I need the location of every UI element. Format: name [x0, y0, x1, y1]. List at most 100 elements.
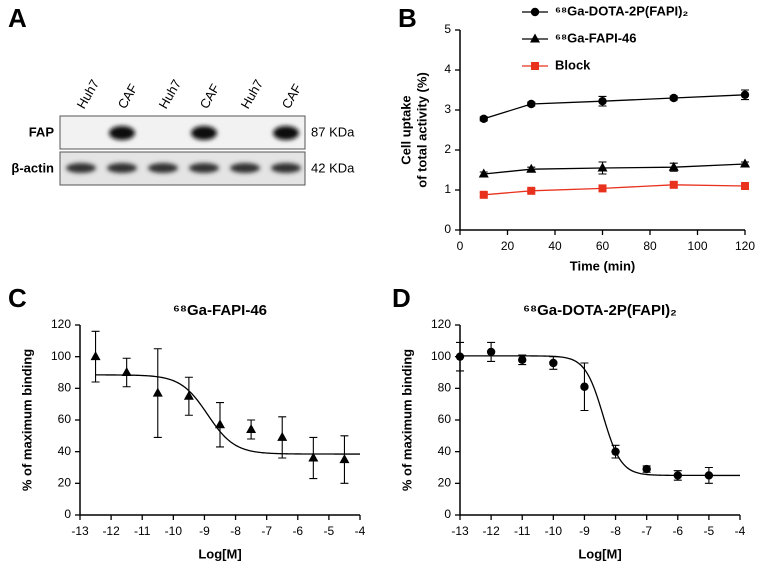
x-tick-label: 60: [596, 239, 610, 253]
y-tick-label: 120: [431, 317, 451, 331]
y-tick-label: 2: [444, 142, 451, 156]
marker: [668, 161, 679, 171]
band: [273, 126, 299, 140]
y-tick-label: 40: [438, 444, 452, 458]
marker: [479, 114, 488, 124]
marker: [277, 431, 288, 441]
band: [148, 163, 178, 173]
panel-label: D: [392, 283, 411, 313]
lane-label: CAF: [115, 81, 141, 111]
marker: [527, 99, 536, 109]
band: [66, 163, 96, 173]
y-axis-label: % of maximum binding: [399, 349, 414, 491]
marker: [455, 352, 465, 361]
y-tick-label: 120: [51, 317, 71, 331]
x-tick-label: -10: [545, 524, 563, 538]
marker: [486, 347, 496, 357]
marker: [740, 158, 750, 168]
x-tick-label: -11: [134, 524, 151, 538]
series-line: [483, 94, 746, 120]
marker: [152, 387, 163, 397]
marker: [580, 382, 589, 391]
y-tick-label: 4: [444, 62, 451, 76]
marker: [531, 62, 539, 70]
x-tick-label: -13: [71, 524, 89, 538]
legend-label: Block: [555, 57, 591, 72]
size-label: 42 KDa: [311, 160, 355, 175]
marker: [642, 464, 651, 474]
y-tick-label: 20: [58, 476, 72, 490]
lane-label: Huh7: [156, 77, 185, 111]
series-line: [483, 184, 746, 196]
y-axis-label: % of maximum binding: [19, 349, 34, 491]
marker: [526, 163, 537, 173]
x-tick-label: -4: [355, 524, 366, 538]
x-tick-label: 120: [735, 239, 755, 253]
row-label: β-actin: [11, 160, 54, 175]
marker: [518, 355, 527, 365]
marker: [741, 182, 749, 190]
x-tick-label: 100: [687, 239, 707, 253]
y-tick-label: 40: [58, 444, 72, 458]
fit-curve: [95, 374, 360, 455]
x-tick-label: -9: [199, 524, 210, 538]
marker: [530, 33, 540, 43]
legend-label: ⁶⁸Ga-DOTA-2P(FAPI)₂: [555, 3, 688, 18]
x-tick-label: 40: [548, 239, 562, 253]
x-tick-label: -7: [641, 524, 652, 538]
x-tick-label: -4: [735, 524, 746, 538]
y-axis-label: Cell uptake: [398, 95, 413, 164]
y-tick-label: 60: [58, 412, 72, 426]
band: [107, 163, 137, 173]
band: [189, 163, 219, 173]
blot-row: [59, 151, 306, 186]
marker: [215, 419, 225, 429]
panel-label: A: [8, 3, 27, 33]
x-tick-label: -12: [102, 524, 120, 538]
row-label: FAP: [29, 124, 55, 139]
x-tick-label: -7: [261, 524, 272, 538]
x-tick-label: 20: [501, 239, 515, 253]
marker: [527, 186, 536, 195]
y-tick-label: 0: [64, 507, 71, 521]
marker: [479, 190, 488, 199]
x-axis-label: Time (min): [570, 258, 636, 273]
x-tick-label: -5: [324, 524, 335, 538]
band: [191, 126, 217, 140]
x-tick-label: -10: [165, 524, 183, 538]
marker: [673, 471, 682, 480]
lane-label: Huh7: [238, 77, 267, 111]
marker: [246, 424, 257, 433]
y-axis-label: of total activity (%): [414, 72, 429, 188]
marker: [549, 358, 558, 368]
panel-label: B: [398, 3, 417, 33]
marker: [669, 180, 678, 189]
y-tick-label: 60: [438, 412, 452, 426]
y-tick-label: 0: [444, 507, 451, 521]
legend-label: ⁶⁸Ga-FAPI-46: [555, 30, 637, 45]
blot-row: [59, 115, 306, 150]
x-axis-label: Log[M]: [578, 546, 621, 561]
lane-label: CAF: [197, 81, 223, 111]
marker: [598, 184, 607, 193]
x-tick-label: -12: [482, 524, 500, 538]
size-label: 87 KDa: [311, 124, 355, 139]
marker: [530, 7, 540, 17]
x-tick-label: 0: [457, 239, 464, 253]
panel-label: C: [8, 283, 27, 313]
marker: [478, 168, 489, 178]
band: [109, 126, 135, 140]
marker: [598, 97, 607, 106]
marker: [121, 367, 132, 376]
x-axis-label: Log[M]: [198, 546, 241, 561]
y-tick-label: 3: [444, 102, 451, 116]
marker: [669, 93, 678, 103]
x-tick-label: -8: [230, 524, 241, 538]
lane-label: Huh7: [74, 77, 103, 111]
marker: [597, 162, 608, 172]
band: [230, 163, 260, 173]
x-tick-label: -13: [451, 524, 469, 538]
chart-title: ⁶⁸Ga-FAPI-46: [173, 302, 267, 319]
x-tick-label: -11: [514, 524, 531, 538]
marker: [90, 351, 101, 361]
